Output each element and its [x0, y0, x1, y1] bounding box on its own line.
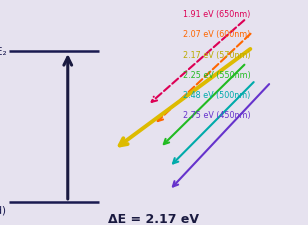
Text: 2.48 eV (500nm): 2.48 eV (500nm) [183, 91, 251, 100]
Text: 2.07 eV (600nm): 2.07 eV (600nm) [183, 30, 251, 39]
Text: 2.25 eV (550nm): 2.25 eV (550nm) [183, 70, 251, 79]
Text: ΔE = 2.17 eV: ΔE = 2.17 eV [108, 212, 200, 225]
Text: 1.91 eV (650nm): 1.91 eV (650nm) [183, 10, 251, 19]
Text: 2.75 eV (450nm): 2.75 eV (450nm) [183, 111, 251, 120]
Text: E₁ (ground): E₁ (ground) [0, 205, 6, 215]
Text: 2.17 eV (570nm): 2.17 eV (570nm) [183, 50, 251, 59]
Text: E₂: E₂ [0, 47, 6, 57]
